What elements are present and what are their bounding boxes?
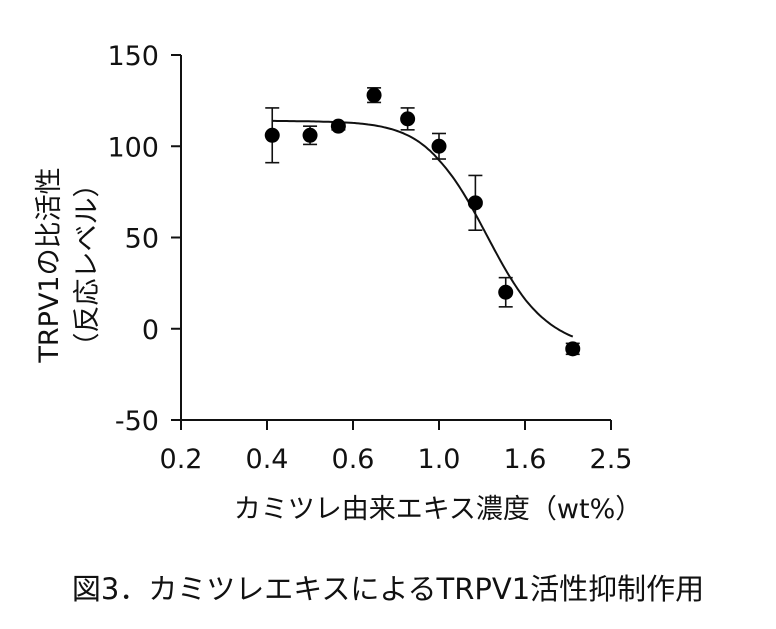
y-tick-label: 0 [142, 315, 159, 346]
x-tick-label: 0.2 [160, 444, 203, 475]
x-axis-title: カミツレ由来エキス濃度（wt%） [234, 494, 643, 525]
x-tick-label: 0.6 [332, 444, 375, 475]
data-point [498, 284, 514, 300]
y-tick-label: -50 [115, 406, 159, 437]
data-point [400, 111, 416, 127]
data-point [264, 127, 280, 143]
axes [180, 55, 611, 421]
y-ticks: 150 100 50 0 -50 [107, 41, 181, 437]
x-tick-label: 2.5 [590, 444, 633, 475]
data-point [467, 195, 483, 211]
data-point [431, 138, 447, 154]
fit-curve [272, 119, 574, 338]
data-points [264, 87, 581, 357]
y-axis-title-line2: （反応レベル） [72, 171, 103, 360]
y-tick-label: 50 [125, 224, 159, 255]
x-tick-label: 0.4 [246, 444, 289, 475]
x-ticks: 0.2 0.4 0.6 1.0 1.6 2.5 [160, 420, 633, 475]
data-point [366, 87, 382, 103]
y-tick-label: 150 [107, 41, 159, 72]
data-point [302, 127, 318, 143]
chart: 150 100 50 0 -50 0.2 0.4 0.6 1.0 1.6 2.5 カミツレ由来エキ… [34, 41, 643, 525]
y-tick-label: 100 [107, 132, 159, 163]
x-tick-label: 1.6 [504, 444, 547, 475]
y-axis-title-line1: TRPV1の比活性 [34, 167, 65, 363]
x-tick-label: 1.0 [418, 444, 461, 475]
data-point [565, 341, 581, 357]
figure-caption: 図3．カミツレエキスによるTRPV1活性抑制作用 [71, 572, 705, 606]
data-point [330, 118, 346, 134]
